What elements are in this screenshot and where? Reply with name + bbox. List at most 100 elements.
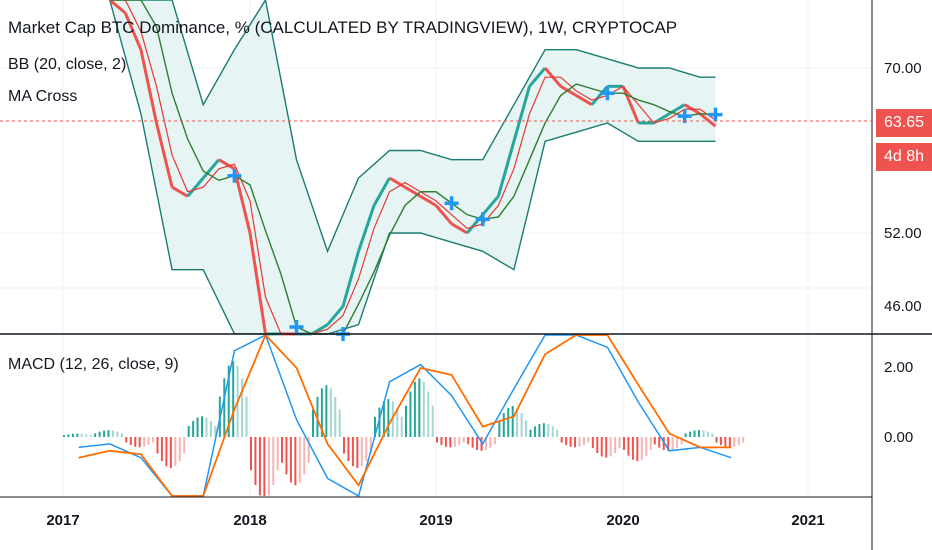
macd-histogram-bar — [658, 437, 661, 448]
macd-histogram-bar — [378, 407, 381, 437]
macd-histogram-bar — [431, 405, 434, 437]
macd-histogram-bar — [63, 435, 65, 437]
ma-fast-line — [109, 0, 716, 335]
macd-histogram-bar — [85, 434, 88, 437]
ma-cross-marker — [475, 212, 490, 227]
ma-cross-indicator-label[interactable]: MA Cross — [8, 88, 78, 105]
macd-histogram-bar — [334, 396, 337, 437]
macd-histogram-bar — [596, 437, 599, 454]
macd-histogram-bar — [347, 437, 350, 462]
macd-histogram-bar — [174, 437, 177, 467]
price-segment — [699, 112, 717, 128]
price-axis-label-46: 46.00 — [884, 298, 922, 315]
price-segment — [357, 205, 376, 252]
macd-histogram-bar — [254, 437, 257, 486]
macd-histogram-bar — [360, 437, 363, 467]
macd-histogram-bar — [449, 437, 452, 448]
price-segment — [419, 195, 437, 207]
macd-histogram-bar — [715, 437, 718, 443]
macd-histogram-bar — [201, 416, 204, 437]
macd-histogram-bar — [587, 437, 590, 443]
macd-histogram-bar — [436, 437, 438, 443]
macd-histogram-bar — [120, 433, 123, 437]
macd-histogram-bar — [80, 433, 83, 437]
macd-histogram-bar — [525, 420, 528, 437]
macd-histogram-bar — [609, 437, 612, 457]
macd-indicator-label[interactable]: MACD (12, 26, close, 9) — [8, 356, 179, 373]
macd-histogram-bar — [192, 420, 195, 437]
macd-histogram-bar — [143, 437, 146, 447]
macd-histogram-bar — [623, 437, 625, 450]
macd-histogram-bar — [618, 437, 621, 449]
macd-histogram-bar — [160, 437, 163, 462]
macd-histogram-bar — [116, 431, 119, 437]
bb-indicator-label[interactable]: BB (20, close, 2) — [8, 56, 127, 73]
price-segment — [450, 222, 468, 235]
macd-histogram-bar — [356, 437, 359, 469]
macd-pane — [63, 333, 745, 498]
macd-histogram-bar — [480, 437, 483, 451]
bar-countdown-badge: 4d 8h — [876, 143, 932, 171]
macd-histogram-bar — [71, 433, 74, 437]
macd-histogram-bar — [600, 437, 603, 457]
macd-histogram-bar — [374, 416, 376, 437]
macd-histogram-bar — [209, 420, 212, 437]
macd-histogram-bar — [276, 437, 279, 471]
macd-histogram-bar — [111, 430, 114, 437]
time-axis-label-2017: 2017 — [46, 512, 80, 529]
macd-histogram-bar — [684, 433, 687, 437]
macd-histogram-bar — [565, 437, 568, 446]
macd-histogram-bar — [267, 437, 270, 496]
macd-histogram-bar — [493, 437, 496, 445]
macd-histogram-bar — [578, 437, 581, 447]
macd-histogram-bar — [285, 437, 288, 475]
macd-histogram-bar — [511, 405, 514, 437]
price-segment — [528, 67, 547, 88]
price-segment — [232, 168, 252, 234]
ma-slow-line — [109, 0, 716, 335]
macd-histogram-bar — [529, 429, 532, 437]
macd-histogram-bar — [484, 437, 487, 450]
macd-histogram-bar — [640, 437, 643, 460]
price-segment — [123, 12, 143, 51]
macd-histogram-bar — [719, 437, 722, 446]
price-segment — [326, 305, 345, 326]
macd-histogram-bar — [281, 437, 283, 463]
macd-histogram-bar — [196, 417, 199, 437]
macd-histogram-bar — [631, 437, 634, 460]
macd-histogram-bar — [134, 437, 137, 447]
macd-signal-line — [78, 333, 732, 497]
price-segment — [311, 323, 329, 336]
macd-histogram-bar — [698, 430, 701, 437]
price-segment — [621, 85, 640, 124]
macd-histogram-bar — [636, 437, 639, 462]
macd-histogram-bar — [427, 391, 430, 437]
macd-histogram-bar — [458, 437, 461, 446]
macd-histogram-bar — [312, 409, 314, 437]
macd-histogram-bar — [422, 381, 425, 437]
bb-lower-band — [109, 0, 716, 335]
price-axis-label-52: 52.00 — [884, 225, 922, 242]
macd-histogram-bar — [169, 437, 172, 469]
macd-histogram-bar — [591, 437, 594, 449]
macd-histogram-bar — [107, 430, 110, 437]
time-axis-label-2018: 2018 — [233, 512, 267, 529]
price-axis-label-70: 70.00 — [884, 60, 922, 77]
chart-title: Market Cap BTC Dominance, % (CALCULATED … — [8, 18, 678, 37]
macd-histogram-bar — [560, 437, 563, 443]
macd-histogram-bar — [98, 431, 101, 437]
macd-histogram-bar — [329, 388, 332, 437]
macd-histogram-bar — [502, 412, 505, 437]
macd-histogram-bar — [418, 378, 421, 437]
macd-histogram-bar — [227, 365, 230, 437]
time-axis-label-2019: 2019 — [419, 512, 453, 529]
macd-histogram-bar — [241, 378, 244, 437]
macd-histogram-bar — [400, 416, 403, 437]
macd-histogram-bar — [667, 437, 670, 451]
macd-histogram-bar — [409, 391, 412, 437]
last-price-badge: 63.65 — [876, 109, 932, 137]
bb-upper-band — [109, 0, 716, 254]
macd-histogram-bar — [662, 437, 665, 450]
macd-histogram-bar — [471, 437, 474, 448]
